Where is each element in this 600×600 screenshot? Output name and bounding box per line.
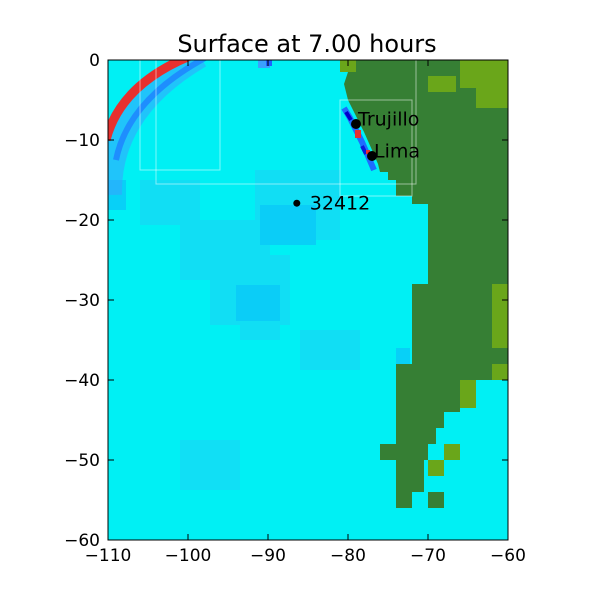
y-tick-label: −20	[64, 211, 100, 231]
y-tick-label: −60	[64, 531, 100, 551]
location-label-trujillo: Trujillo	[357, 109, 419, 131]
location-markers: Trujillo Lima 32412	[293, 109, 420, 215]
location-marker-32412	[293, 199, 301, 207]
y-tick-label: −30	[64, 291, 100, 311]
x-tick-label: −70	[410, 546, 446, 566]
x-tick-label: −60	[490, 546, 526, 566]
x-tick-label: −110	[85, 546, 132, 566]
x-tick-label: −90	[250, 546, 286, 566]
y-tick-label: −10	[64, 131, 100, 151]
tsunami-wavefront	[108, 60, 207, 196]
land-south-tip	[428, 492, 444, 508]
y-axis: 0 −10 −20 −30 −40 −50 −60	[64, 51, 508, 551]
location-label-lima: Lima	[374, 141, 420, 163]
x-tick-label: −80	[330, 546, 366, 566]
wave-feature-top	[258, 60, 272, 68]
ocean-shading-dark	[108, 180, 410, 364]
x-tick-label: −100	[165, 546, 212, 566]
chart-title: Surface at 7.00 hours	[177, 30, 436, 58]
x-axis: −110 −100 −90 −80 −70 −60	[85, 60, 526, 566]
southern-ocean-block	[460, 412, 508, 540]
location-marker-trujillo	[351, 119, 361, 129]
y-tick-label: 0	[89, 51, 100, 71]
refinement-outlines	[139, 60, 417, 197]
location-marker-lima	[367, 151, 377, 161]
plot-area	[108, 60, 508, 540]
location-label-32412: 32412	[310, 193, 370, 215]
y-tick-label: −40	[64, 371, 100, 391]
y-tick-label: −50	[64, 451, 100, 471]
